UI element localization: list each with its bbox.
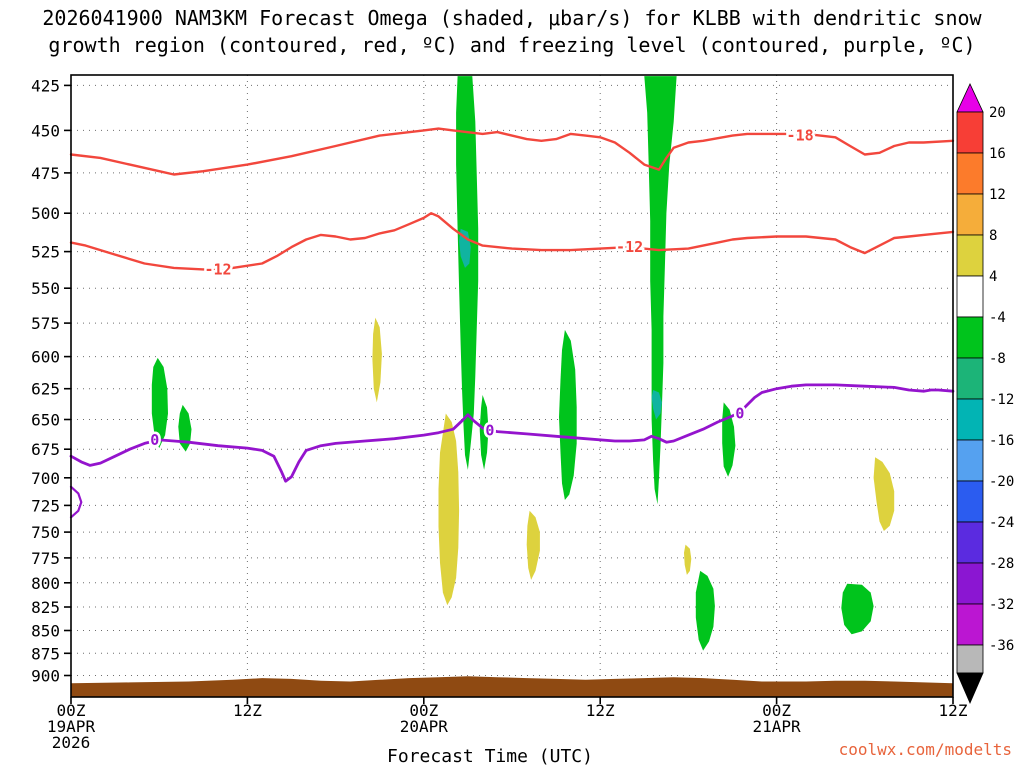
pressure-tick-label: 775 — [31, 549, 60, 568]
freezing-level-contour — [69, 383, 955, 483]
chart-title-line2: growth region (contoured, red, ºC) and f… — [48, 33, 976, 57]
omega-region-yellow — [873, 457, 895, 531]
time-tick-label: 12Z — [586, 701, 615, 720]
colorbar-bottom-arrow — [956, 672, 984, 705]
pressure-tick-label: 450 — [31, 121, 60, 140]
dendritic-growth-bottom-label: -12 — [204, 260, 231, 278]
watermark-link[interactable]: coolwx.com/modelts — [838, 740, 1012, 759]
omega-region-yellow — [526, 510, 540, 580]
colorbar-tick-label: -32 — [989, 597, 1014, 613]
colorbar-band — [956, 152, 984, 195]
pressure-tick-label: 850 — [31, 622, 60, 641]
colorbar-band — [956, 603, 984, 646]
time-tick-label: 2026 — [52, 733, 91, 752]
colorbar-tick-label: 16 — [989, 146, 1006, 162]
omega-region-green — [841, 583, 874, 635]
colorbar-band — [956, 562, 984, 605]
pressure-tick-label: 800 — [31, 574, 60, 593]
pressure-tick-label: 525 — [31, 243, 60, 262]
dendritic-growth-top-label: -18 — [787, 127, 814, 145]
omega-region-green — [151, 357, 168, 449]
colorbar-tick-label: -8 — [989, 351, 1006, 367]
chart-title-line1: 2026041900 NAM3KM Forecast Omega (shaded… — [42, 6, 982, 30]
colorbar-band — [956, 316, 984, 359]
colorbar-tick-label: -16 — [989, 433, 1014, 449]
pressure-tick-label: 475 — [31, 164, 60, 183]
colorbar-tick-label: 12 — [989, 187, 1006, 203]
time-tick-label: 00Z — [762, 701, 791, 720]
freezing-level-label: 0 — [485, 421, 494, 439]
colorbar-band — [956, 480, 984, 523]
colorbar-top-arrow — [956, 83, 984, 113]
time-tick-label: 12Z — [939, 701, 968, 720]
time-tick-label: 20APR — [400, 717, 449, 736]
pressure-tick-label: 700 — [31, 469, 60, 488]
omega-region-green — [695, 570, 715, 651]
time-tick-label: 19APR — [47, 717, 96, 736]
colorbar-tick-label: -28 — [989, 556, 1014, 572]
contour-lines: -18 -12 -12 0 0 0 — [69, 124, 955, 519]
pressure-tick-label: 650 — [31, 411, 60, 430]
pressure-tick-label: 675 — [31, 440, 60, 459]
pressure-tick-label: 725 — [31, 496, 60, 515]
colorbar-tick-label: -4 — [989, 310, 1006, 326]
x-axis-title: Forecast Time (UTC) — [387, 746, 593, 767]
dendritic-growth-bottom-contour — [69, 211, 955, 271]
time-tick-label: 12Z — [233, 701, 262, 720]
colorbar-tick-label: -12 — [989, 392, 1014, 408]
colorbar-band — [956, 357, 984, 400]
freezing-level-label: 0 — [150, 431, 159, 449]
pressure-tick-label: 750 — [31, 523, 60, 542]
colorbar-tick-label: -24 — [989, 515, 1014, 531]
pressure-tick-label: 500 — [31, 204, 60, 223]
time-tick-label: 21APR — [753, 717, 802, 736]
colorbar-tick-label: 20 — [989, 105, 1006, 121]
pressure-tick-label: 900 — [31, 667, 60, 686]
pressure-tick-label: 600 — [31, 348, 60, 367]
colorbar-band — [956, 275, 984, 318]
colorbar-band — [956, 111, 984, 154]
colorbar-band — [956, 521, 984, 564]
colorbar-band — [956, 234, 984, 277]
freezing-level-pocket-contour — [69, 485, 83, 519]
pressure-tick-label: 875 — [31, 644, 60, 663]
pressure-tick-label: 575 — [31, 314, 60, 333]
omega-region-cyan — [651, 390, 662, 420]
omega-region-green — [559, 329, 577, 500]
pressure-tick-label: 425 — [31, 76, 60, 95]
colorbar-tick-label: -20 — [989, 474, 1014, 490]
colorbar-tick-label: -36 — [989, 638, 1014, 654]
time-tick-label: 00Z — [57, 701, 86, 720]
omega-region-green — [479, 395, 489, 470]
omega-shaded-regions — [151, 76, 895, 651]
omega-region-yellow — [684, 544, 692, 575]
omega-region-green — [456, 76, 479, 470]
colorbar-band — [956, 644, 984, 674]
time-tick-label: 00Z — [409, 701, 438, 720]
pressure-tick-label: 550 — [31, 279, 60, 298]
plot-border — [70, 74, 954, 698]
omega-region-yellow — [438, 413, 460, 606]
pressure-tick-label: 825 — [31, 598, 60, 617]
terrain-surface — [71, 676, 953, 697]
omega-region-yellow — [372, 317, 382, 403]
colorbar-band — [956, 193, 984, 236]
colorbar-band — [956, 439, 984, 482]
omega-region-green — [178, 404, 192, 452]
pressure-axis: 425 450 475 500 525 550 575 600 625 650 675 700 725 7… — [31, 76, 71, 686]
colorbar: 20 16 12 8 4 -4 -8 -12 -16 -20 -24 -28 -32 -36 — [956, 83, 1014, 705]
colorbar-tick-label: 4 — [989, 269, 997, 285]
colorbar-band — [956, 398, 984, 441]
omega-region-green — [722, 402, 736, 477]
dendritic-growth-top-contour — [69, 127, 955, 176]
freezing-level-label: 0 — [735, 405, 744, 423]
dendritic-growth-bottom-label: -12 — [616, 238, 643, 256]
colorbar-tick-label: 8 — [989, 228, 997, 244]
pressure-tick-label: 625 — [31, 380, 60, 399]
